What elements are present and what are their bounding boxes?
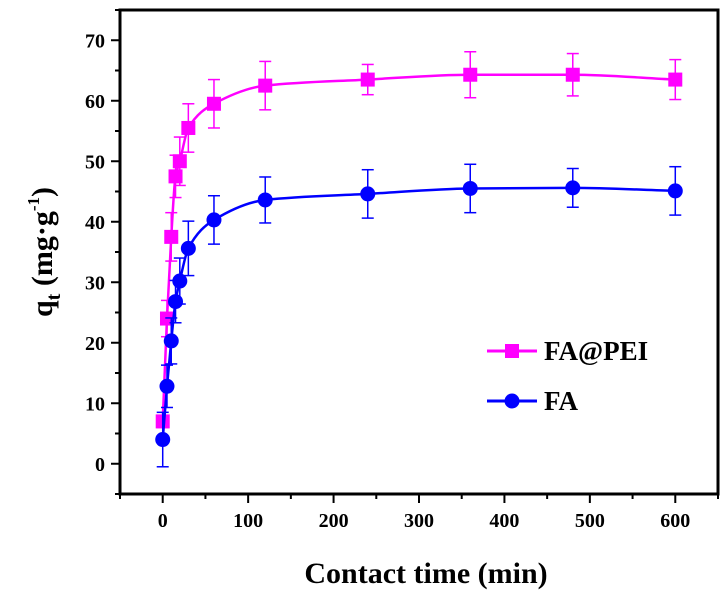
series-curve [161, 186, 676, 440]
data-point-circle [172, 273, 188, 289]
x-tick-label: 400 [489, 510, 519, 532]
data-point-circle [257, 192, 273, 208]
data-point-circle [667, 183, 683, 199]
data-point-square [172, 154, 187, 169]
y-tick-label: 10 [85, 393, 105, 415]
data-point-circle [168, 294, 184, 310]
legend-item-fa-pei: FA@PEI [487, 336, 648, 366]
data-point-square [565, 67, 580, 82]
data-point-circle [180, 240, 196, 256]
data-point-square [360, 72, 375, 87]
data-point-circle [155, 432, 171, 448]
y-tick-label: 70 [85, 30, 105, 52]
data-point-circle [163, 333, 179, 349]
y-tick-label: 0 [95, 454, 105, 476]
data-point-circle [360, 186, 376, 202]
data-point-circle [565, 180, 581, 196]
data-point-circle [206, 212, 222, 228]
y-tick-label: 50 [85, 151, 105, 173]
data-point-square [258, 78, 273, 93]
series-0 [155, 50, 683, 429]
data-point-square [168, 169, 183, 184]
y-tick-label: 30 [85, 272, 105, 294]
y-tick-label: 40 [85, 212, 105, 234]
legend-label-fa-pei: FA@PEI [544, 336, 648, 366]
data-point-square [463, 67, 478, 82]
y-axis-title-close: ) [26, 187, 59, 197]
x-tick-label: 500 [575, 510, 605, 532]
data-point-square [206, 96, 221, 111]
series-1 [155, 163, 683, 468]
y-axis-title-superscript: -1 [24, 197, 43, 211]
plot-border [118, 8, 720, 496]
x-tick-label: 600 [660, 510, 690, 532]
x-tick-label: 300 [404, 510, 434, 532]
y-axis-title-unit: (mg·g [26, 211, 59, 294]
y-tick-label: 20 [85, 333, 105, 355]
data-point-square [164, 229, 179, 244]
y-axis-ticks: 0 10 20 30 40 50 60 70 [85, 9, 120, 495]
x-axis-title: Contact time (min) [304, 557, 547, 590]
y-axis-title-subscript: t [43, 293, 65, 300]
legend-label-fa: FA [544, 386, 578, 416]
x-tick-label: 200 [319, 510, 349, 532]
legend-marker-circle [504, 393, 520, 409]
series-layer [155, 50, 683, 468]
data-point-square [181, 120, 196, 135]
y-axis-title-main: q [26, 300, 59, 317]
y-axis-title: qt (mg·g-1) [24, 187, 65, 317]
legend-item-fa: FA [487, 386, 578, 416]
legend-marker-square [505, 344, 519, 358]
data-point-circle [159, 378, 175, 394]
data-point-square [668, 72, 683, 87]
x-tick-label: 100 [233, 510, 263, 532]
x-tick-label: 0 [158, 510, 168, 532]
plot-frame [118, 8, 720, 496]
legend: FA@PEI FA [487, 336, 648, 416]
x-axis-ticks: 0 100 200 300 400 500 600 [119, 494, 719, 532]
data-point-circle [462, 180, 478, 196]
series-curve [161, 73, 676, 422]
y-tick-label: 60 [85, 91, 105, 113]
